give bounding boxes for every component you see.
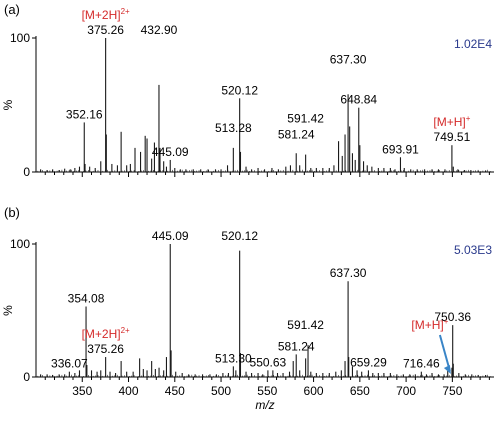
intensity-label: 1.02E4 [454,37,492,51]
y-tick-label: 100 [10,237,30,251]
arrow-head [443,365,451,374]
peak-label: 550.63 [250,355,287,369]
x-tick-label: 450 [165,384,185,398]
ion-label-charge: + [466,114,471,123]
peak-label: 591.42 [287,318,324,332]
peak-label: 513.30 [215,351,252,365]
y-axis-label: % [1,305,15,316]
peak-label: 659.29 [350,355,387,369]
x-tick-label: 350 [72,384,92,398]
peak-label: 581.24 [278,339,315,353]
peak-label: 513.28 [215,121,252,135]
peak-label: 432.90 [141,23,178,37]
peak-label: 591.42 [287,111,324,125]
peak-label: 520.12 [221,83,258,97]
peak-label: 637.30 [330,266,367,280]
y-tick-label: 0 [23,165,30,179]
peak-label: 520.12 [221,229,258,243]
x-tick-label: 700 [396,384,416,398]
y-tick-label: 100 [10,31,30,45]
peak-label: 352.16 [66,107,103,121]
panel-label: (a) [4,2,20,17]
peak-label: 336.07 [51,357,88,371]
peak-label: 375.26 [87,342,124,356]
arrow-line [438,334,451,372]
ion-label: [M+2H]2+ [82,326,130,341]
ion-label-text: [M+H] [433,115,465,129]
x-tick-label: 600 [304,384,324,398]
x-tick-label: 550 [257,384,277,398]
peak-label: 445.09 [152,229,189,243]
peak-label: 375.26 [87,23,124,37]
peak-label: 445.09 [152,145,189,159]
ion-label: [M+2H]2+ [82,7,130,22]
ion-label: [M+H]+ [411,317,448,332]
x-axis-label: m/z [255,398,274,412]
peak-label: 581.24 [278,128,315,142]
peak-label: 693.91 [382,142,419,156]
x-tick-label: 650 [350,384,370,398]
peak-label: 750.36 [434,310,471,324]
x-tick-label: 400 [119,384,139,398]
ion-label-text: [M+2H] [82,327,121,341]
x-tick-label: 500 [211,384,231,398]
peak-label: 716.46 [403,357,440,371]
peak-label: 354.08 [68,292,105,306]
intensity-label: 5.03E3 [454,243,492,257]
spectrum-panel-b: (b) 5.03E3% 0 100 350 400 450 500 550 600 650 700 75… [1,205,494,412]
peak-label: 749.51 [434,130,471,144]
y-axis-label: % [1,99,15,110]
y-tick-label: 0 [23,370,30,384]
ion-label-charge: 2+ [121,7,130,16]
peak-label: 648.84 [340,93,377,107]
peak-label: 637.30 [330,52,367,66]
x-tick-label: 750 [442,384,462,398]
ion-label-charge: 2+ [121,326,130,335]
ion-label-text: [M+2H] [82,8,121,22]
ion-label-charge: + [444,317,449,326]
ion-label: [M+H]+ [433,114,470,129]
ion-label-text: [M+H] [411,318,443,332]
panel-label: (b) [4,205,20,220]
